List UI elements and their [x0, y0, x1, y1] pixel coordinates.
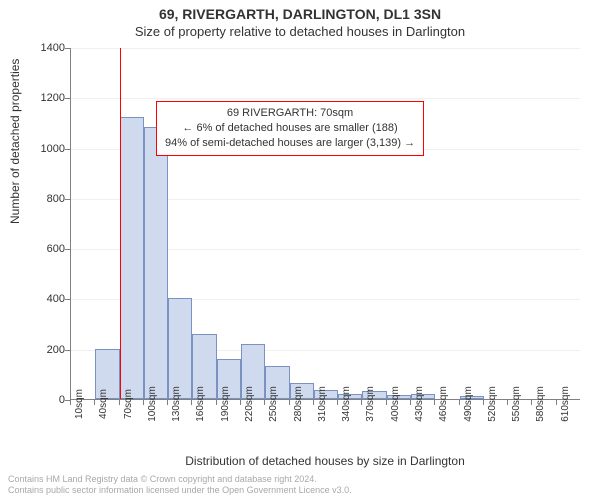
gridline — [71, 48, 580, 49]
y-tick-label: 400 — [25, 293, 65, 305]
x-tick-label: 400sqm — [390, 386, 401, 422]
x-tick — [167, 400, 168, 405]
y-tick-label: 600 — [25, 243, 65, 255]
histogram-bar — [120, 117, 144, 399]
footer-line-1: Contains HM Land Registry data © Crown c… — [8, 474, 352, 485]
x-tick — [410, 400, 411, 405]
y-tick — [65, 249, 70, 250]
x-tick-label: 310sqm — [317, 386, 328, 422]
x-tick-label: 430sqm — [414, 386, 425, 422]
title-sub: Size of property relative to detached ho… — [0, 24, 600, 39]
x-tick-label: 220sqm — [244, 386, 255, 422]
x-tick — [70, 400, 71, 405]
y-tick-label: 1000 — [25, 143, 65, 155]
y-tick — [65, 350, 70, 351]
annotation-line-2: ← 6% of detached houses are smaller (188… — [165, 121, 415, 136]
x-tick-label: 460sqm — [438, 386, 449, 422]
annotation-line-3: 94% of semi-detached houses are larger (… — [165, 136, 415, 151]
x-tick — [459, 400, 460, 405]
gridline — [71, 98, 580, 99]
x-tick — [313, 400, 314, 405]
footer-text: Contains HM Land Registry data © Crown c… — [8, 474, 352, 496]
x-tick-label: 340sqm — [341, 386, 352, 422]
x-tick — [94, 400, 95, 405]
y-tick-label: 800 — [25, 193, 65, 205]
x-tick-label: 580sqm — [535, 386, 546, 422]
x-tick — [483, 400, 484, 405]
x-tick — [531, 400, 532, 405]
x-tick-label: 190sqm — [220, 386, 231, 422]
x-tick — [337, 400, 338, 405]
x-axis-caption: Distribution of detached houses by size … — [70, 454, 580, 468]
x-tick-label: 550sqm — [511, 386, 522, 422]
annotation-line-1: 69 RIVERGARTH: 70sqm — [165, 106, 415, 121]
histogram-bar — [168, 298, 192, 399]
x-tick-label: 70sqm — [123, 389, 134, 419]
x-tick-label: 280sqm — [293, 386, 304, 422]
y-tick — [65, 149, 70, 150]
footer-line-2: Contains public sector information licen… — [8, 485, 352, 496]
y-axis-label: Number of detached properties — [8, 59, 22, 224]
x-tick — [361, 400, 362, 405]
annotation-box: 69 RIVERGARTH: 70sqm ← 6% of detached ho… — [156, 101, 424, 156]
x-tick — [191, 400, 192, 405]
x-tick — [507, 400, 508, 405]
x-tick — [216, 400, 217, 405]
y-tick — [65, 299, 70, 300]
x-tick-label: 160sqm — [195, 386, 206, 422]
x-tick-label: 250sqm — [268, 386, 279, 422]
x-tick-label: 520sqm — [487, 386, 498, 422]
x-tick-label: 100sqm — [147, 386, 158, 422]
histogram-bar — [144, 127, 168, 399]
y-tick — [65, 199, 70, 200]
x-tick — [119, 400, 120, 405]
x-tick-label: 610sqm — [560, 386, 571, 422]
x-tick-label: 40sqm — [98, 389, 109, 419]
chart-container: 69, RIVERGARTH, DARLINGTON, DL1 3SN Size… — [0, 0, 600, 500]
y-tick-label: 1400 — [25, 42, 65, 54]
x-tick — [434, 400, 435, 405]
x-tick-label: 10sqm — [74, 389, 85, 419]
title-main: 69, RIVERGARTH, DARLINGTON, DL1 3SN — [0, 6, 600, 22]
y-tick — [65, 48, 70, 49]
x-tick — [386, 400, 387, 405]
property-marker-line — [120, 48, 121, 399]
plot-area: 69 RIVERGARTH: 70sqm ← 6% of detached ho… — [70, 48, 580, 400]
x-tick — [240, 400, 241, 405]
x-tick-label: 490sqm — [463, 386, 474, 422]
x-tick — [143, 400, 144, 405]
y-tick-label: 1200 — [25, 92, 65, 104]
y-tick — [65, 98, 70, 99]
y-tick-label: 200 — [25, 344, 65, 356]
x-tick — [289, 400, 290, 405]
x-tick-label: 130sqm — [171, 386, 182, 422]
x-tick — [264, 400, 265, 405]
y-tick-label: 0 — [25, 394, 65, 406]
x-tick — [556, 400, 557, 405]
x-tick-label: 370sqm — [365, 386, 376, 422]
